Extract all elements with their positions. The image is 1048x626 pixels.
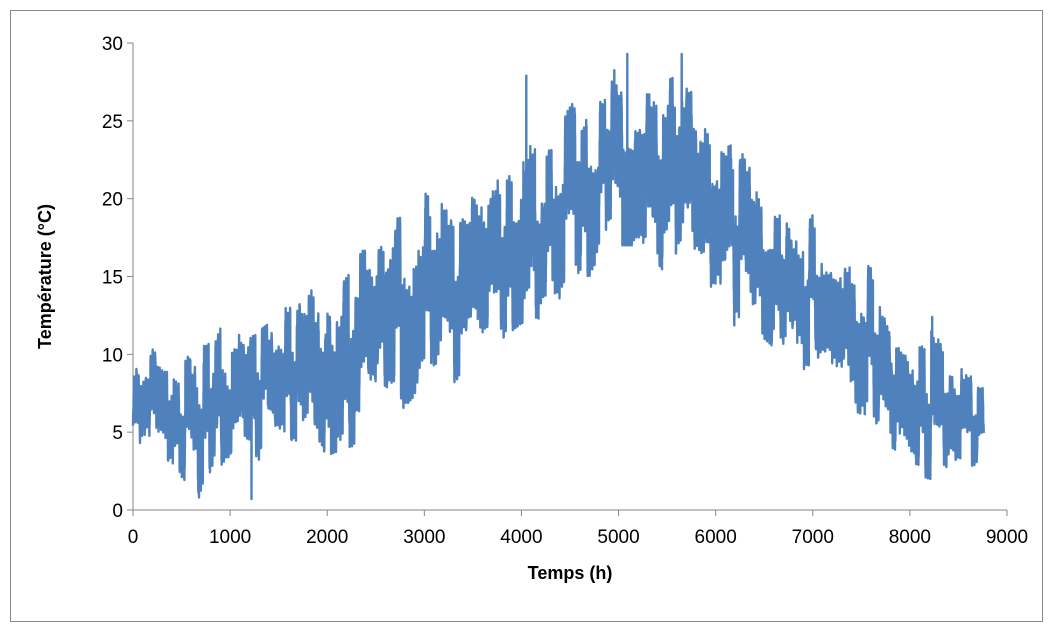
x-tick-label: 7000	[792, 527, 834, 548]
y-tick-label: 25	[102, 112, 123, 133]
x-tick-label: 4000	[500, 527, 542, 548]
y-tick-label: 20	[102, 190, 123, 211]
y-tick-label: 5	[112, 423, 123, 444]
x-tick-label: 1000	[209, 527, 251, 548]
temperature-chart: Temps (h) Température (°C) 0510152025300…	[35, 34, 1028, 583]
labels: Temps (h) Température (°C) 0510152025300…	[35, 34, 1028, 583]
temperature-series-line	[131, 52, 985, 501]
chart-frame: Temps (h) Température (°C) 0 5 10 15 20 25 30 0…	[10, 10, 1043, 622]
x-tick-label: 2000	[306, 527, 348, 548]
y-tick-label: 15	[102, 268, 123, 289]
y-tick-label: 10	[102, 345, 123, 366]
y-tick-label: 30	[102, 34, 123, 55]
x-axis-title: Temps (h)	[528, 563, 613, 583]
x-tick-label: 0	[128, 527, 139, 548]
x-tick-label: 6000	[695, 527, 737, 548]
x-tick-label: 5000	[597, 527, 639, 548]
x-tick-label: 8000	[889, 527, 931, 548]
x-tick-label: 3000	[403, 527, 445, 548]
series-layer	[131, 52, 985, 501]
y-tick-label: 0	[112, 501, 123, 522]
x-tick-label: 9000	[986, 527, 1028, 548]
axes	[127, 42, 1008, 516]
y-axis-title: Température (°C)	[35, 204, 55, 349]
